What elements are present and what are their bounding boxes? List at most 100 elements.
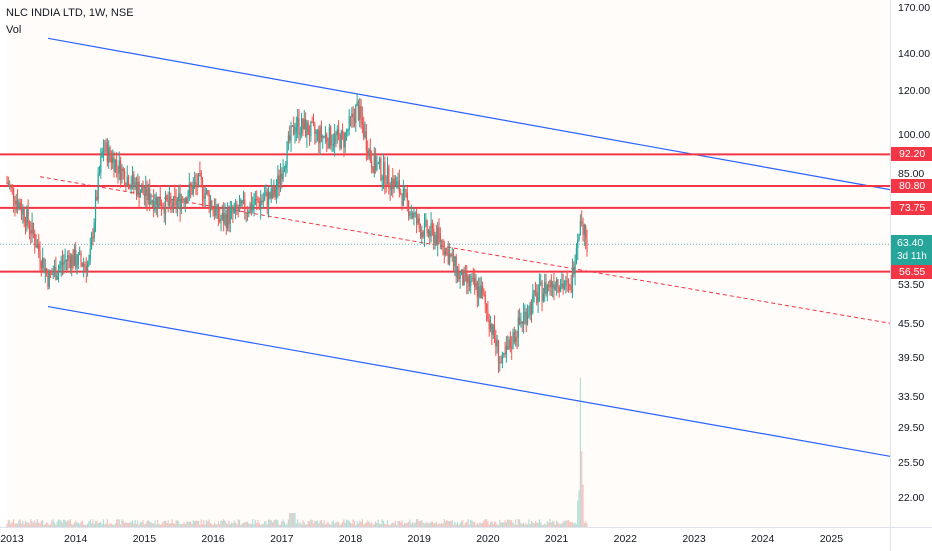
candle-body xyxy=(467,276,469,283)
volume-bar xyxy=(585,520,587,527)
candle-body xyxy=(85,265,87,273)
volume-bar xyxy=(73,522,75,527)
volume-bar xyxy=(556,520,558,527)
volume-bar xyxy=(442,523,444,527)
candle-body xyxy=(295,126,297,132)
volume-bar xyxy=(20,523,23,527)
candle-body xyxy=(245,212,247,214)
candle-body xyxy=(563,286,566,289)
candle-body xyxy=(315,132,317,134)
candle-body xyxy=(14,201,16,205)
volume-bar xyxy=(496,524,498,527)
candle-body xyxy=(419,227,422,238)
volume-bar xyxy=(487,521,489,527)
volume-bar xyxy=(19,519,21,527)
time-axis[interactable]: 2013 2014 2015 2016 2017 2018 2019 2020 2021 2022… xyxy=(0,527,890,551)
candle-body xyxy=(84,264,86,266)
candle-body xyxy=(270,188,272,199)
candle-body xyxy=(180,198,182,210)
candle-body xyxy=(570,285,572,293)
candle-body xyxy=(183,200,185,204)
volume-bar xyxy=(495,522,497,527)
chart-pane[interactable]: NLC INDIA LTD, 1W, NSE Vol xyxy=(0,0,890,527)
volume-bar xyxy=(464,522,467,527)
candle-body xyxy=(381,177,383,180)
volume-bar xyxy=(488,524,490,527)
candle-body xyxy=(512,331,514,349)
volume-bar xyxy=(117,519,119,527)
candle-body xyxy=(208,193,210,209)
candle-body xyxy=(404,189,406,191)
price-axis[interactable]: 170.00 140.00 120.00 100.00 85.00 73.75 63.40 5… xyxy=(890,0,932,539)
candle-body xyxy=(143,194,145,197)
volume-bar xyxy=(183,522,185,527)
volume-bar xyxy=(515,519,517,527)
candle-body xyxy=(347,129,349,131)
volume-bar xyxy=(65,521,68,527)
candle-body xyxy=(573,267,575,274)
time-tick-label: 2018 xyxy=(338,533,363,545)
candle-body xyxy=(442,240,444,252)
volume-bar xyxy=(462,520,464,527)
candle-body xyxy=(71,255,73,268)
candle-body xyxy=(10,185,12,187)
volume-bar xyxy=(314,520,316,527)
volume-bar xyxy=(31,521,33,527)
candle-body xyxy=(533,290,535,295)
volume-bar xyxy=(397,520,399,527)
candle-body xyxy=(113,157,115,172)
candle-body xyxy=(287,135,290,142)
candle-body xyxy=(228,208,230,224)
volume-bar xyxy=(219,523,221,527)
volume-bar xyxy=(171,519,173,527)
candle-body xyxy=(575,248,578,264)
volume-bar xyxy=(500,522,502,527)
candle-body xyxy=(394,178,397,186)
volume-bar xyxy=(511,520,513,527)
volume-bar xyxy=(129,522,131,527)
volume-bar xyxy=(22,521,24,527)
volume-bar xyxy=(382,520,385,527)
candle-body xyxy=(327,141,329,148)
candle-body xyxy=(406,192,408,201)
volume-bar xyxy=(575,524,578,527)
candle-body xyxy=(491,323,493,335)
bar-countdown: 3d 11h xyxy=(897,251,927,263)
candle-body xyxy=(488,320,490,330)
volume-bar xyxy=(282,519,284,527)
candle-body xyxy=(438,227,440,234)
candle-body xyxy=(386,166,389,185)
candle-body xyxy=(549,280,551,288)
volume-bar xyxy=(326,523,328,527)
volume-bar xyxy=(404,522,406,527)
price-chart[interactable] xyxy=(0,0,890,527)
volume-bar xyxy=(516,524,518,527)
volume-bar xyxy=(491,521,493,527)
candle-body xyxy=(338,129,340,135)
candle-body xyxy=(283,168,286,171)
volume-bar xyxy=(252,519,254,527)
candle-body xyxy=(9,185,11,187)
level-price-tag: 92.20 xyxy=(891,147,932,162)
candle-body xyxy=(27,209,29,224)
candle-body xyxy=(537,294,539,303)
candle-body xyxy=(212,209,214,211)
candle-body xyxy=(323,135,325,137)
candle-body xyxy=(302,118,304,130)
candle-body xyxy=(52,274,54,276)
channel-upper-line xyxy=(47,37,890,191)
volume-bar xyxy=(356,521,358,527)
candle-body xyxy=(60,261,62,266)
volume-bar xyxy=(332,520,334,527)
candle-body xyxy=(402,189,404,206)
candle-body xyxy=(139,192,142,198)
candle-body xyxy=(117,165,119,174)
candle-body xyxy=(195,182,197,184)
candle-body xyxy=(110,156,112,164)
candle-body xyxy=(385,184,387,186)
volume-bar xyxy=(9,520,11,527)
candle-body xyxy=(227,208,229,228)
symbol-title[interactable]: NLC INDIA LTD, 1W, NSE xyxy=(6,7,134,19)
volume-bar xyxy=(118,519,120,527)
volume-legend[interactable]: Vol xyxy=(6,24,22,36)
